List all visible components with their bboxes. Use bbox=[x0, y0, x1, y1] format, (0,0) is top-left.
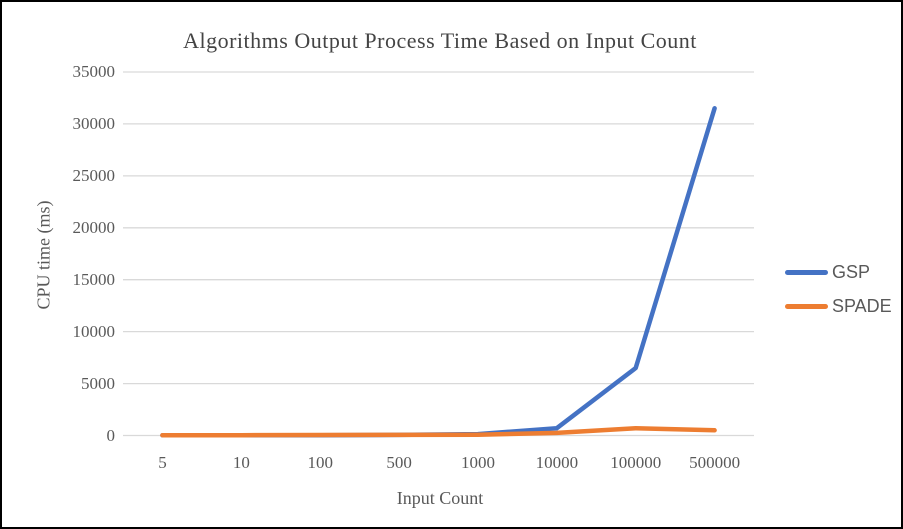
y-tick-label: 25000 bbox=[72, 165, 116, 185]
x-tick-label: 100000 bbox=[610, 453, 662, 472]
x-tick-label: 500000 bbox=[689, 453, 741, 472]
y-tick-label: 30000 bbox=[72, 113, 116, 133]
x-tick-label: 500 bbox=[386, 453, 412, 472]
x-tick-label: 5 bbox=[158, 453, 167, 472]
legend-label: SPADE bbox=[832, 295, 892, 316]
legend-line-swatch bbox=[785, 303, 828, 309]
chart-title: Algorithms Output Process Time Based on … bbox=[183, 28, 697, 53]
legend-label: GSP bbox=[832, 261, 871, 282]
series-line-spade bbox=[160, 425, 717, 438]
series-line-gsp bbox=[160, 106, 717, 438]
legend: GSP SPADE bbox=[785, 255, 892, 323]
y-tick-label: 35000 bbox=[72, 62, 116, 81]
y-tick-label: 10000 bbox=[72, 321, 116, 341]
legend-line-swatch bbox=[785, 269, 828, 275]
x-tick-label: 10000 bbox=[535, 453, 579, 472]
x-tick-label: 1000 bbox=[460, 453, 495, 472]
x-axis-title: Input Count bbox=[396, 488, 484, 508]
y-tick-label: 15000 bbox=[72, 269, 116, 289]
x-tick-label: 100 bbox=[307, 453, 333, 472]
y-tick-label: 0 bbox=[106, 425, 116, 445]
y-tick-label: 5000 bbox=[81, 373, 115, 393]
legend-item-gsp: GSP bbox=[785, 255, 892, 289]
y-axis-title: CPU time (ms) bbox=[33, 200, 54, 310]
y-tick-label: 20000 bbox=[72, 217, 116, 237]
legend-item-spade: SPADE bbox=[785, 289, 892, 323]
x-tick-label: 10 bbox=[232, 453, 250, 472]
